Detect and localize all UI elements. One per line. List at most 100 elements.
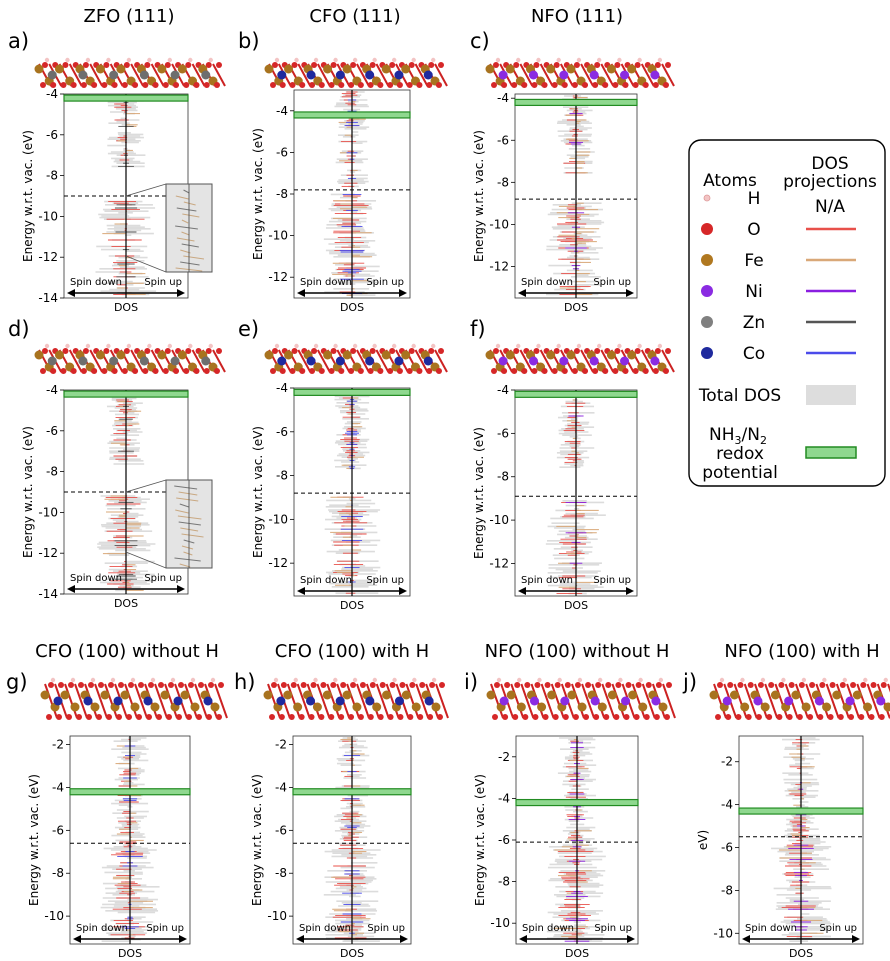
atom-h — [372, 343, 377, 349]
atom-tm — [109, 356, 119, 366]
atom-o — [645, 682, 652, 688]
atom-tm — [365, 356, 375, 366]
bond — [68, 349, 83, 373]
atom-o — [564, 682, 571, 688]
ytick-label: -12 — [38, 546, 58, 560]
atom-o — [747, 682, 754, 688]
spin-up-label-c: Spin up — [593, 277, 631, 288]
ytick-label: -8 — [276, 187, 288, 201]
atom-o — [521, 82, 528, 88]
atom-tm — [559, 70, 569, 80]
atom-o — [514, 682, 521, 688]
atom-h — [637, 57, 642, 63]
atom-o — [148, 682, 154, 688]
atom-o — [144, 348, 151, 354]
atom-fe — [372, 702, 382, 712]
atom-o — [121, 82, 128, 88]
atom-o — [429, 682, 436, 688]
inset-connector — [125, 551, 167, 569]
inset-connector — [125, 479, 167, 493]
atom-h — [167, 57, 173, 63]
atom-o — [417, 714, 424, 720]
atom-fe — [401, 350, 411, 360]
atom-h — [596, 343, 602, 349]
atom-fe — [546, 350, 556, 360]
atom-fe — [822, 702, 832, 712]
atom-o — [622, 368, 629, 374]
dos-curves-c — [546, 95, 605, 296]
atom-fe — [322, 690, 332, 700]
atom-o — [491, 368, 497, 374]
atom-o — [299, 368, 306, 374]
atom-h — [495, 57, 501, 63]
atom-o — [594, 62, 601, 68]
ytick-label: -10 — [38, 505, 58, 519]
atom-h — [50, 677, 56, 683]
redox-band-j — [738, 807, 864, 815]
atom-o — [164, 348, 171, 354]
atom-fe — [381, 64, 391, 74]
atom-fe — [352, 702, 362, 712]
atom-h — [126, 57, 132, 63]
atom-o — [436, 82, 442, 88]
bond — [94, 683, 108, 719]
atom-fe — [283, 690, 293, 700]
ytick-label: -12 — [489, 556, 509, 570]
inset-curve — [183, 551, 193, 556]
atom-fe — [54, 350, 64, 360]
atom-o — [387, 714, 394, 720]
panel-title-b: CFO (111) — [309, 6, 400, 27]
atom-o — [512, 714, 519, 720]
atom-o — [308, 714, 315, 720]
atom-o — [768, 682, 775, 688]
legend-marker-zn — [701, 316, 713, 328]
inset-curve — [183, 189, 190, 194]
atom-o — [438, 348, 444, 354]
atom-o — [62, 62, 69, 68]
atom-fe — [157, 64, 167, 74]
atom-fe — [90, 702, 100, 712]
atom-tm — [306, 696, 316, 706]
atom-fe — [342, 690, 352, 700]
atom-o — [735, 714, 742, 720]
atom-tm — [170, 356, 180, 366]
atom-h — [411, 343, 416, 349]
atom-fe — [95, 350, 105, 360]
atom-o — [633, 714, 640, 720]
redox-band-i — [515, 798, 639, 807]
spin-up-label-d: Spin up — [144, 573, 182, 584]
atom-o — [513, 62, 520, 68]
atom-h — [537, 677, 542, 683]
legend-marker-h — [703, 194, 711, 202]
atom-tm — [650, 70, 660, 80]
atom-o — [776, 714, 783, 720]
atom-tm — [306, 356, 316, 366]
atom-h — [70, 677, 76, 683]
bond — [539, 63, 554, 87]
xlabel-g: DOS — [118, 947, 142, 960]
panel-letter-b: b) — [238, 29, 260, 53]
arrowhead-left — [67, 289, 75, 297]
atom-o — [809, 682, 816, 688]
atom-h — [313, 677, 318, 683]
atom-o — [40, 368, 46, 374]
atom-o — [493, 348, 499, 354]
dos-curves-g — [100, 737, 160, 943]
atom-h — [352, 343, 358, 349]
atom-o — [399, 682, 406, 688]
atom-tm — [365, 696, 375, 706]
atom-tm — [529, 696, 539, 706]
xlabel-j: DOS — [789, 947, 813, 960]
atom-o — [320, 682, 327, 688]
atom-h — [781, 677, 786, 683]
legend-total-dos-swatch — [806, 385, 856, 405]
bond — [640, 349, 655, 373]
atom-o — [367, 714, 374, 720]
atom-fe — [130, 702, 140, 712]
atom-tm — [423, 70, 433, 80]
atom-fe — [401, 64, 411, 74]
legend-redox-3: potential — [702, 463, 778, 483]
atom-o — [837, 714, 844, 720]
